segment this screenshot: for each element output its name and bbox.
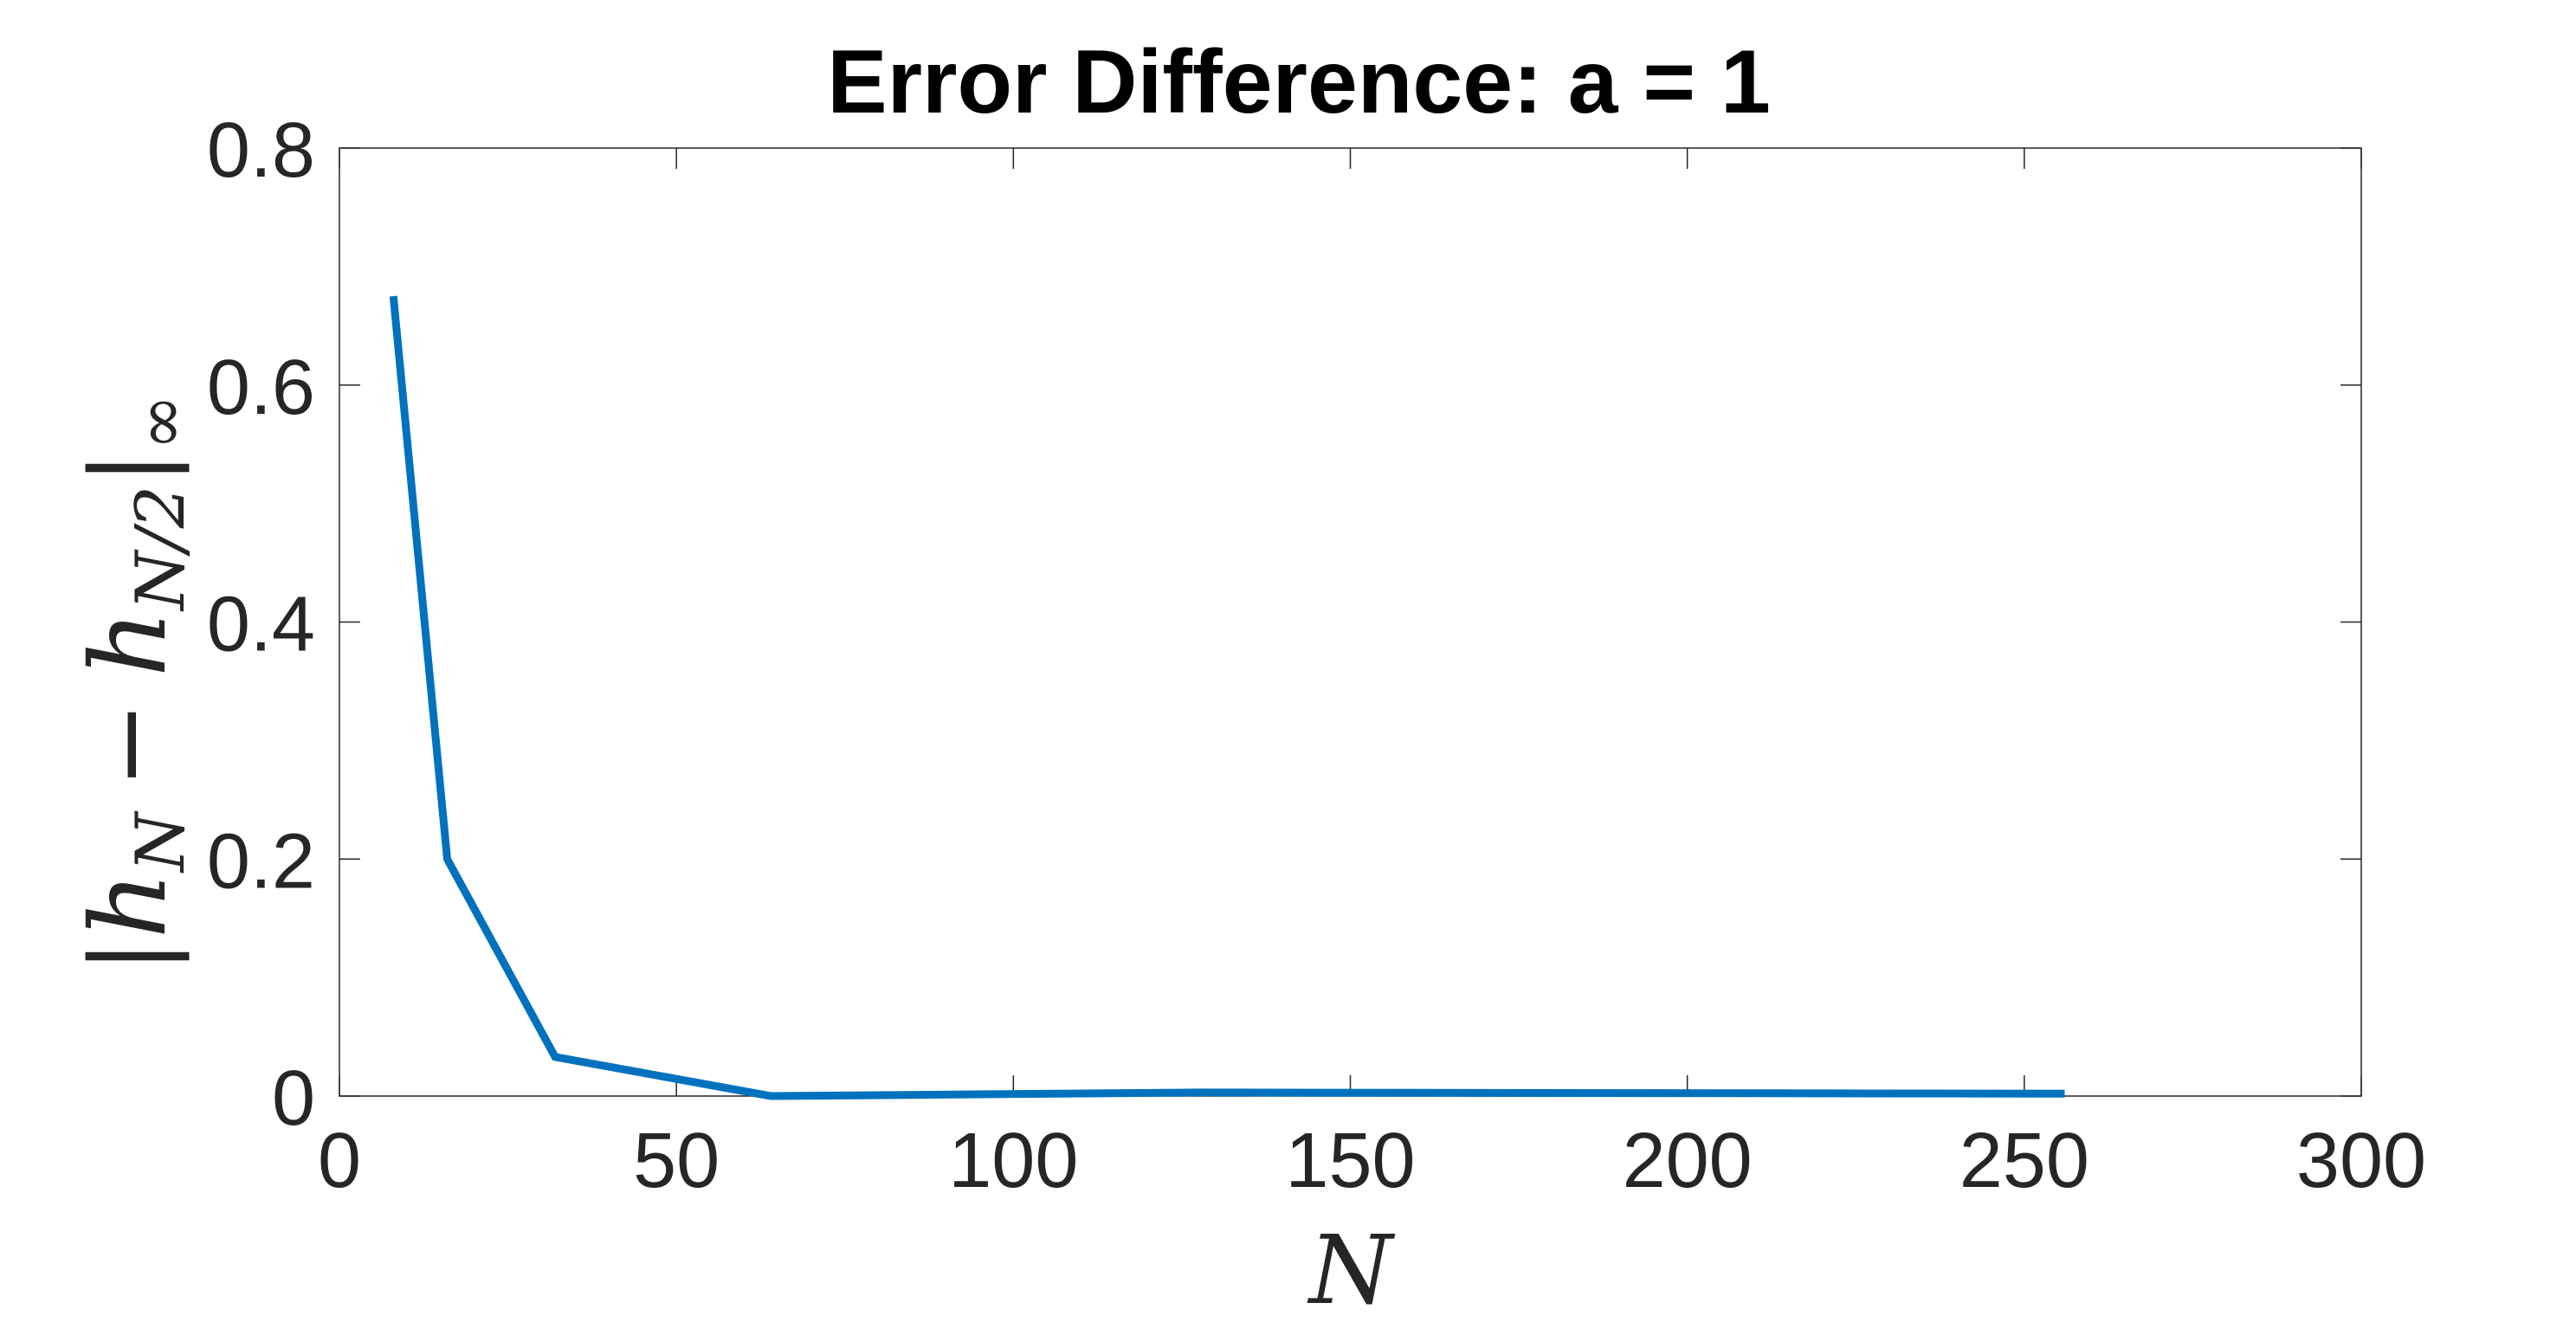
- x-tick-label: 50: [633, 1118, 720, 1204]
- x-tick-label: 100: [948, 1118, 1078, 1204]
- chart-title: Error Difference: a = 1: [827, 32, 1771, 132]
- x-tick-label: 300: [2296, 1118, 2426, 1204]
- series-line: [389, 295, 2065, 1100]
- y-tick-label: 0.6: [207, 345, 315, 431]
- x-tick-label: 0: [318, 1118, 361, 1204]
- y-tick-label: 0.4: [207, 582, 315, 668]
- x-tick-labels: 0 50 100 150 200 250 300: [318, 1118, 2426, 1204]
- y-label-h2: h: [69, 610, 190, 677]
- y-label-minus: −: [69, 701, 190, 789]
- series-layer: [389, 295, 2065, 1100]
- y-tick-label: 0.8: [207, 107, 315, 194]
- y-label-sub2: N/2: [122, 486, 200, 612]
- x-tick-label: 250: [1959, 1118, 2089, 1204]
- x-axis-label: N: [1307, 1215, 1396, 1325]
- y-tick-labels: 0 0.2 0.4 0.6 0.8: [207, 107, 315, 1142]
- svg-text:|hN−hN/2|∞: |hN−hN/2|∞: [69, 394, 200, 973]
- x-tick-label: 200: [1623, 1118, 1753, 1204]
- y-tick-label: 0: [272, 1055, 315, 1142]
- x-tick-label: 150: [1285, 1118, 1415, 1204]
- y-axis-label: |hN−hN/2|∞: [69, 394, 200, 973]
- y-label-sub1: N: [122, 810, 200, 874]
- y-tick-label: 0.2: [207, 818, 315, 905]
- y-label-h1: h: [69, 872, 190, 938]
- y-label-open-bar: |: [69, 938, 190, 973]
- y-label-close-bar: |: [69, 450, 190, 485]
- y-label-norm: ∞: [122, 394, 200, 450]
